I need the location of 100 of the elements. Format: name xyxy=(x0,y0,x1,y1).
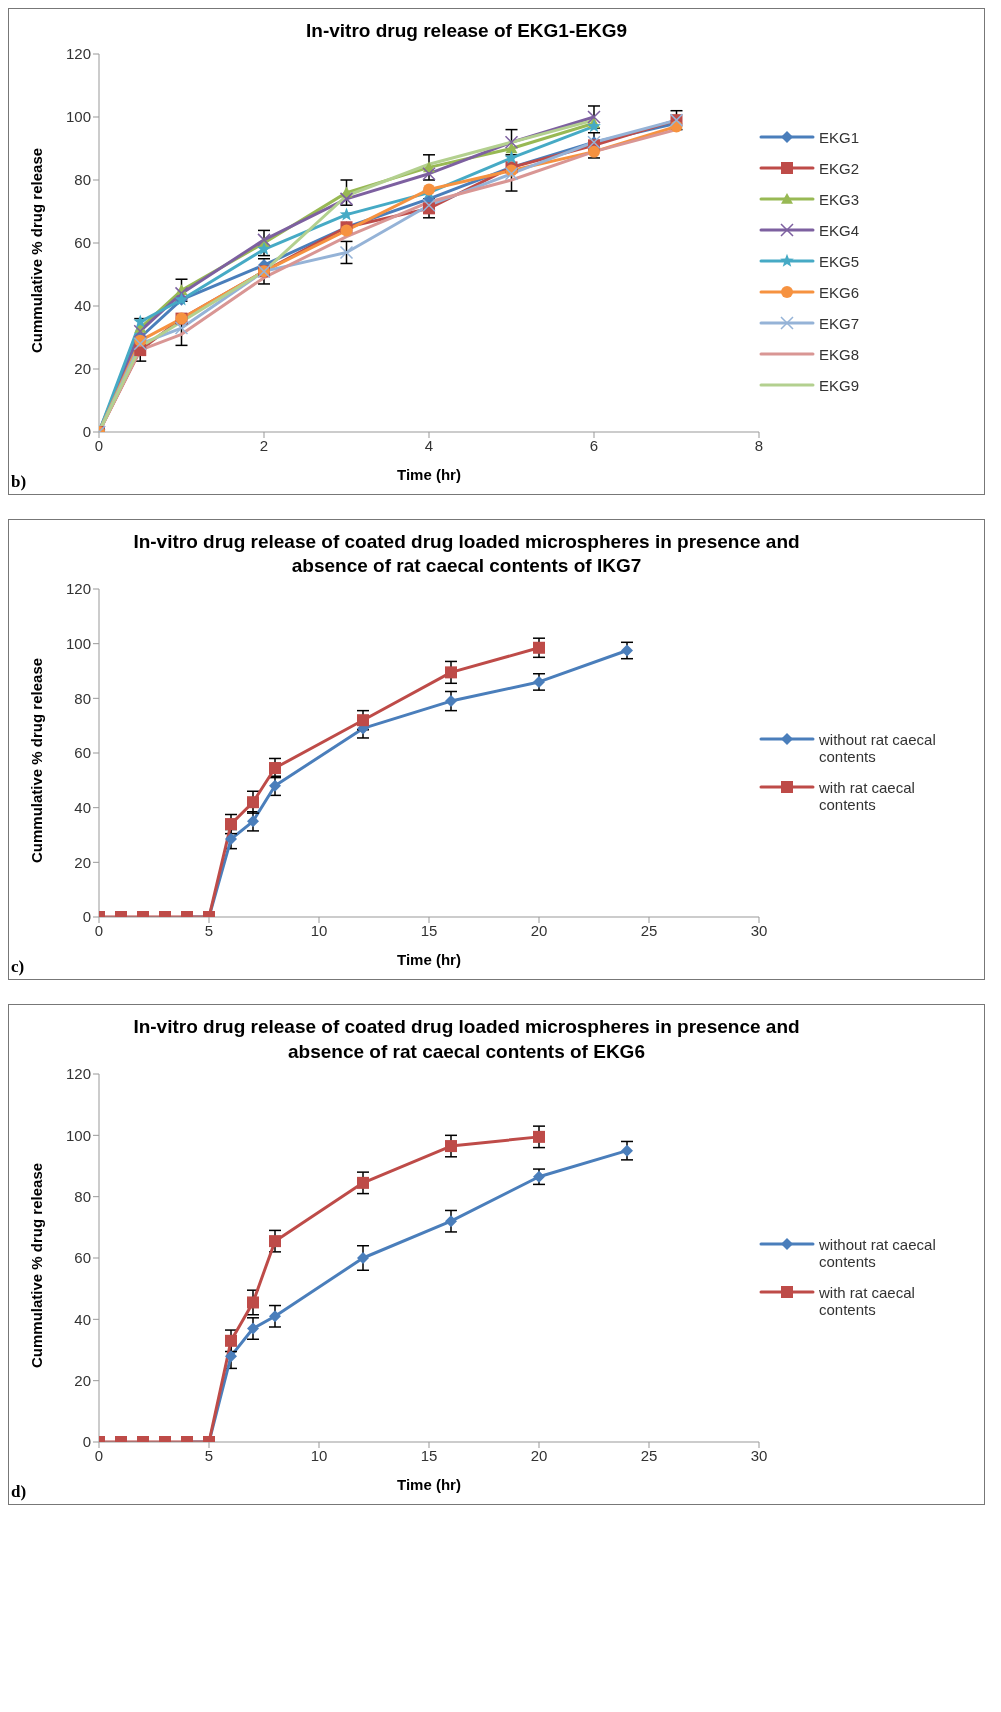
point xyxy=(445,1215,457,1228)
legend-label: EKG9 xyxy=(819,377,860,395)
chart-title: In-vitro drug release of EKG1-EKG9 xyxy=(305,19,628,43)
y-tick-label: 0 xyxy=(82,423,91,441)
x-tick-label: 30 xyxy=(750,1447,768,1465)
x-tick-label: 5 xyxy=(204,921,214,939)
x-tick-label: 2 xyxy=(259,436,269,454)
y-axis-title: Cummulative % drug release xyxy=(28,1163,46,1369)
x-tick-label: 0 xyxy=(94,436,104,454)
chart-title: In-vitro drug release of coated drug loaded microspheres in presence and absence of rat caecal contents of IKG7 xyxy=(132,529,801,579)
legend-label: without rat caecal contents xyxy=(819,1236,937,1271)
legend-label: EKG1 xyxy=(819,129,860,147)
legend-label: EKG7 xyxy=(819,315,860,333)
y-tick-label: 60 xyxy=(74,744,91,762)
point xyxy=(225,833,237,846)
y-axis-title: Cummulative % drug release xyxy=(28,657,46,864)
point xyxy=(339,191,354,206)
y-tick-label: 100 xyxy=(65,635,91,653)
y-tick-label: 100 xyxy=(65,1127,91,1145)
point xyxy=(533,1131,545,1144)
y-tick-label: 20 xyxy=(74,360,91,378)
point xyxy=(588,145,600,158)
point xyxy=(445,666,457,679)
y-tick-label: 40 xyxy=(74,1311,91,1329)
y-tick-label: 120 xyxy=(65,1065,91,1083)
x-tick-label: 6 xyxy=(589,436,599,454)
point xyxy=(445,1140,457,1153)
x-tick-label: 4 xyxy=(424,436,434,454)
y-tick-label: 20 xyxy=(74,853,91,871)
x-tick-label: 0 xyxy=(94,921,104,939)
point xyxy=(339,245,354,259)
point xyxy=(225,818,237,831)
y-tick-label: 80 xyxy=(74,171,91,189)
y-tick-label: 80 xyxy=(74,689,91,707)
point xyxy=(621,1145,633,1158)
y-tick-label: 20 xyxy=(74,1372,91,1390)
x-axis-title: Time (hr) xyxy=(397,465,461,483)
y-tick-label: 40 xyxy=(74,297,91,315)
y-tick-label: 0 xyxy=(82,908,91,926)
x-tick-label: 30 xyxy=(750,921,768,939)
point xyxy=(269,1235,281,1248)
text: b) xyxy=(11,471,27,492)
point xyxy=(225,1335,237,1348)
x-axis-title: Time (hr) xyxy=(397,1476,461,1494)
point xyxy=(257,232,271,247)
y-tick-label: 120 xyxy=(65,45,91,63)
chart-title: In-vitro drug release of coated drug loaded microspheres in presence and absence of rat caecal contents of EKG6 xyxy=(132,1015,801,1064)
x-tick-label: 25 xyxy=(640,1447,658,1465)
point xyxy=(247,796,259,809)
x-tick-label: 5 xyxy=(204,1447,214,1465)
point xyxy=(504,166,519,181)
point xyxy=(133,314,148,328)
x-tick-label: 15 xyxy=(420,1447,438,1465)
text: c) xyxy=(11,957,25,978)
point xyxy=(504,135,519,149)
point xyxy=(505,142,518,153)
x-axis-title: Time (hr) xyxy=(397,951,461,969)
x-tick-label: 0 xyxy=(94,1447,104,1465)
point xyxy=(269,762,281,775)
y-tick-label: 120 xyxy=(65,580,91,598)
y-tick-label: 80 xyxy=(74,1188,91,1206)
point xyxy=(133,336,147,351)
legend-label: EKG6 xyxy=(819,284,860,302)
y-tick-label: 40 xyxy=(74,799,91,817)
legend-label: EKG5 xyxy=(819,253,860,271)
y-tick-label: 100 xyxy=(65,108,91,126)
legend-label: with rat caecal contents xyxy=(819,779,916,814)
y-axis-title: Cummulative % drug release xyxy=(28,147,46,353)
point xyxy=(587,109,601,124)
point xyxy=(533,641,545,654)
y-tick-label: 60 xyxy=(74,234,91,252)
point xyxy=(174,320,189,335)
x-tick-label: 20 xyxy=(530,921,548,939)
point xyxy=(269,1310,281,1323)
point xyxy=(587,118,601,132)
point xyxy=(357,1177,369,1190)
legend-label: without rat caecal contents xyxy=(819,731,937,766)
point xyxy=(340,224,353,237)
point xyxy=(225,1350,237,1363)
legend-label: EKG3 xyxy=(819,191,860,209)
legend-label: with rat caecal contents xyxy=(819,1284,916,1319)
point xyxy=(247,815,259,828)
x-tick-label: 8 xyxy=(754,436,764,454)
legend-label: EKG8 xyxy=(819,346,860,364)
point xyxy=(504,150,519,164)
x-tick-label: 15 xyxy=(420,921,438,939)
y-tick-label: 0 xyxy=(82,1433,91,1451)
x-tick-label: 20 xyxy=(530,1447,548,1465)
point xyxy=(269,779,281,792)
point xyxy=(422,166,436,181)
point xyxy=(247,1296,259,1309)
x-tick-label: 25 xyxy=(640,921,658,939)
point xyxy=(357,714,369,727)
legend-label: EKG2 xyxy=(819,160,860,178)
y-tick-label: 60 xyxy=(74,1249,91,1267)
text: d) xyxy=(11,1482,27,1503)
point xyxy=(133,324,147,338)
point xyxy=(445,695,457,708)
legend-label: EKG4 xyxy=(819,222,860,240)
x-tick-label: 10 xyxy=(310,1447,328,1465)
